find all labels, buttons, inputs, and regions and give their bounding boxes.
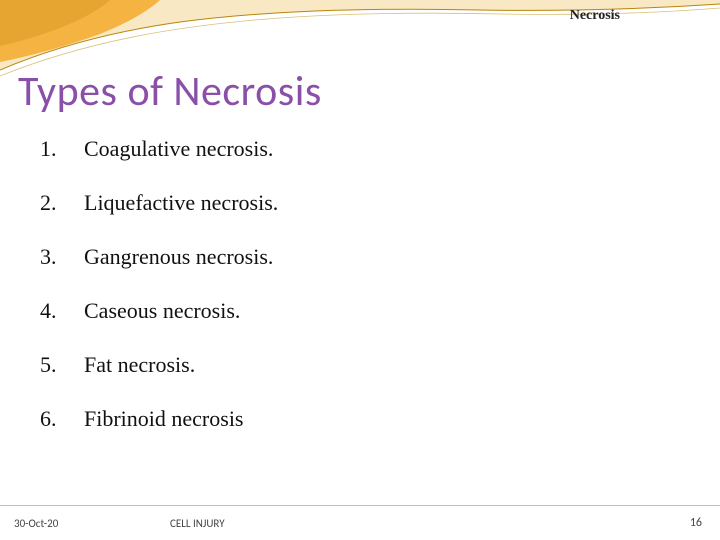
footer-accent-line bbox=[0, 505, 720, 506]
header-topic: Necrosis bbox=[570, 8, 620, 24]
list-item: 6. Fibrinoid necrosis bbox=[40, 406, 680, 432]
list-item: 3. Gangrenous necrosis. bbox=[40, 244, 680, 270]
list-text: Fat necrosis. bbox=[84, 352, 195, 378]
list-text: Fibrinoid necrosis bbox=[84, 406, 244, 432]
list-item: 5. Fat necrosis. bbox=[40, 352, 680, 378]
list-text: Coagulative necrosis. bbox=[84, 136, 273, 162]
footer-page-number: 16 bbox=[690, 516, 702, 530]
list-number: 1. bbox=[40, 136, 84, 162]
necrosis-list: 1. Coagulative necrosis. 2. Liquefactive… bbox=[40, 136, 680, 460]
footer-center: CELL INJURY bbox=[170, 517, 225, 530]
list-number: 4. bbox=[40, 298, 84, 324]
list-number: 5. bbox=[40, 352, 84, 378]
slide-title: Types of Necrosis bbox=[18, 66, 322, 117]
list-item: 1. Coagulative necrosis. bbox=[40, 136, 680, 162]
list-number: 3. bbox=[40, 244, 84, 270]
list-number: 6. bbox=[40, 406, 84, 432]
footer-date: 30-Oct-20 bbox=[14, 517, 58, 530]
list-text: Caseous necrosis. bbox=[84, 298, 240, 324]
list-number: 2. bbox=[40, 190, 84, 216]
list-text: Gangrenous necrosis. bbox=[84, 244, 273, 270]
list-text: Liquefactive necrosis. bbox=[84, 190, 278, 216]
list-item: 2. Liquefactive necrosis. bbox=[40, 190, 680, 216]
list-item: 4. Caseous necrosis. bbox=[40, 298, 680, 324]
